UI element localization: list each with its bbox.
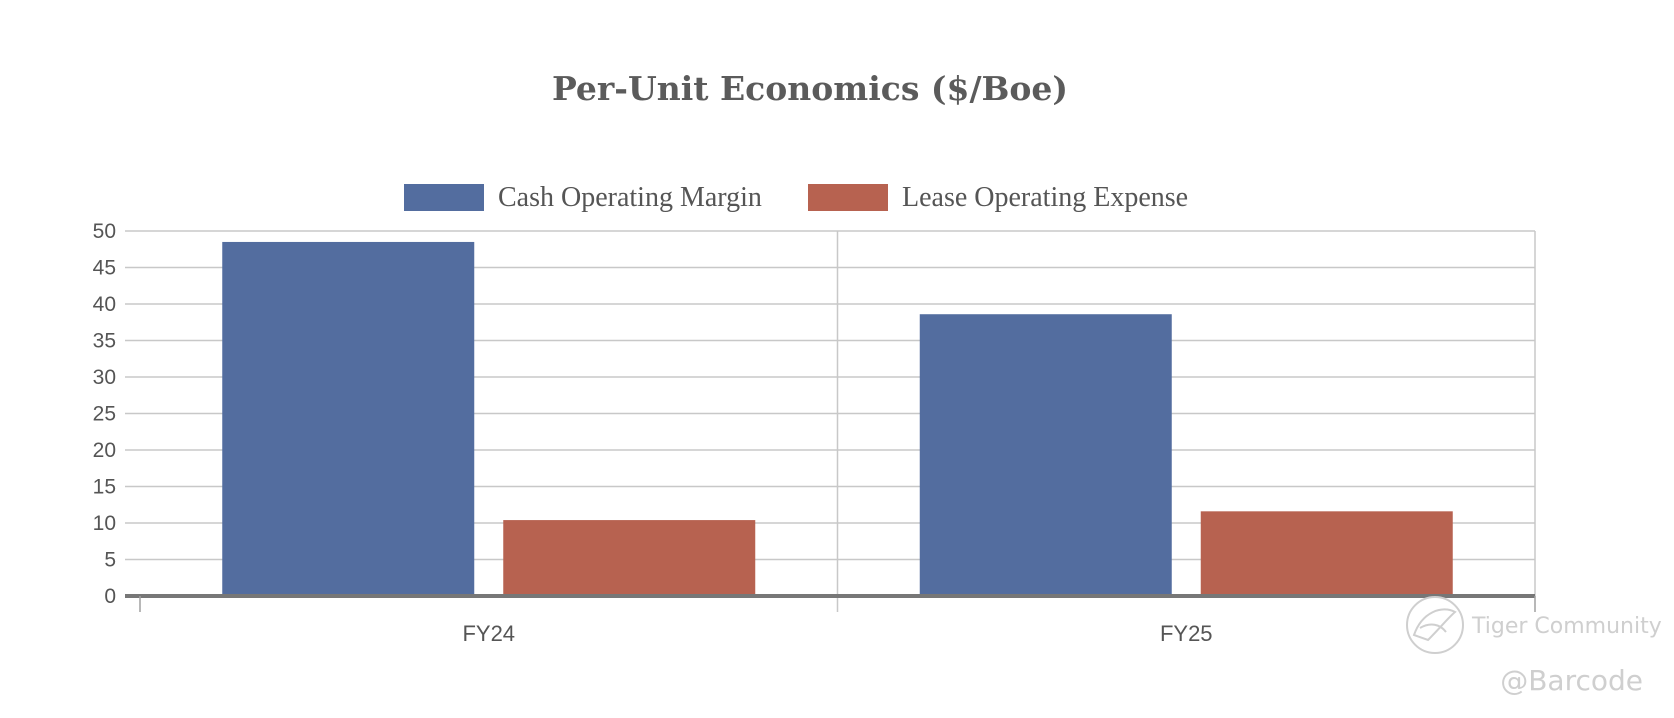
watermark-handle: @Barcode	[1500, 664, 1643, 697]
y-tick-label-45: 45	[93, 257, 116, 280]
chart-title: Per-Unit Economics ($/Boe)	[552, 69, 1068, 108]
legend-swatch-cash-operating-margin	[404, 184, 484, 211]
y-tick-label-50: 50	[93, 220, 116, 243]
y-tick-label-30: 30	[93, 366, 116, 389]
bar-cash-operating-margin-fy24	[222, 241, 475, 596]
tiger-community-logo-icon	[1406, 596, 1464, 654]
legend-label-lease-operating-expense: Lease Operating Expense	[902, 182, 1188, 213]
bar-cash-operating-margin-fy25	[919, 314, 1172, 596]
y-tick-label-20: 20	[93, 439, 116, 462]
y-tick-label-15: 15	[93, 476, 116, 499]
y-tick-label-25: 25	[93, 403, 116, 426]
x-tick-label-fy25: FY25	[1160, 621, 1213, 646]
y-tick-label-10: 10	[93, 512, 116, 535]
legend: Cash Operating Margin Lease Operating Ex…	[404, 182, 1188, 213]
bar-lease-operating-expense-fy25	[1200, 511, 1453, 596]
watermark-brand: Tiger Community	[1471, 614, 1662, 639]
legend-swatch-lease-operating-expense	[808, 184, 888, 211]
y-tick-label-5: 5	[104, 549, 116, 572]
y-tick-label-0: 0	[104, 585, 116, 608]
legend-label-cash-operating-margin: Cash Operating Margin	[498, 182, 762, 213]
x-axis-labels: FY24 FY25	[462, 621, 1212, 646]
bar-lease-operating-expense-fy24	[503, 520, 756, 596]
y-tick-label-35: 35	[93, 330, 116, 353]
bars	[222, 241, 1453, 596]
y-axis-ticks: 0 5 10 15 20 25 30 35 40 45 50	[93, 220, 116, 608]
watermark: Tiger Community @Barcode	[1406, 596, 1662, 697]
y-tick-label-40: 40	[93, 293, 116, 316]
x-axis	[125, 594, 1536, 612]
x-tick-label-fy24: FY24	[462, 621, 515, 646]
